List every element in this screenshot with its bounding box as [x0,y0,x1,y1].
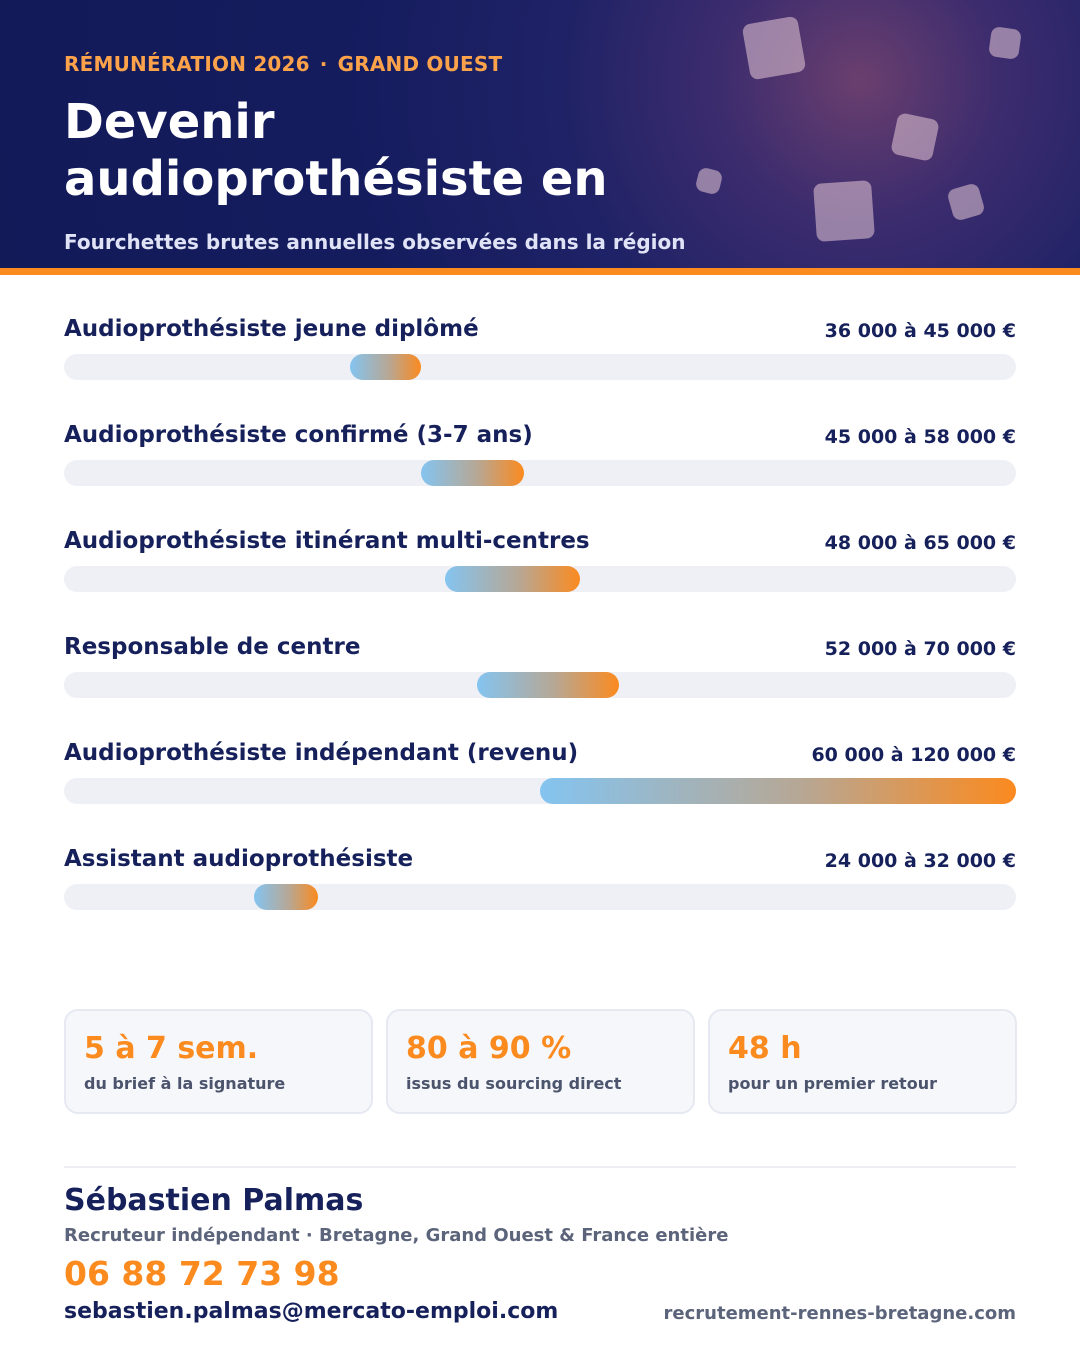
range-row: Audioprothésiste jeune diplômé 36 000 à 4… [64,310,1016,390]
kpi-card: 80 à 90 % issus du sourcing direct [386,1009,695,1114]
range-track [64,778,1016,804]
range-row-label: Audioprothésiste confirmé (3-7 ans) [64,422,533,448]
page-title: Devenir audioprothésiste en [64,94,608,207]
range-row: Responsable de centre 52 000 à 70 000 € [64,628,1016,708]
range-track [64,884,1016,910]
range-row-label: Responsable de centre [64,634,361,660]
range-row-label: Audioprothésiste itinérant multi-centres [64,528,590,554]
header-accent-rule [0,268,1080,275]
kpi-label: pour un premier retour [728,1074,937,1093]
range-row-value: 60 000 à 120 000 € [811,744,1016,766]
kicker-separator: · [319,52,328,76]
range-bar [421,460,525,486]
range-row-value: 45 000 à 58 000 € [824,426,1016,448]
kpi-label: issus du sourcing direct [406,1074,622,1093]
range-bar [444,566,580,592]
range-bar [349,354,421,380]
range-row-label: Audioprothésiste indépendant (revenu) [64,740,579,766]
kpi-card: 48 h pour un premier retour [708,1009,1017,1114]
range-row: Assistant audioprothésiste 24 000 à 32 00… [64,840,1016,920]
kicker: RÉMUNÉRATION 2026 · GRAND OUEST [64,52,502,76]
kicker-region: GRAND OUEST [337,52,503,76]
range-row: Audioprothésiste confirmé (3-7 ans) 45 00… [64,416,1016,496]
range-row-label: Assistant audioprothésiste [64,846,414,872]
range-track [64,460,1016,486]
page-subtitle: Fourchettes brutes annuelles observées d… [64,230,686,254]
kpi-cards: 5 à 7 sem. du brief à la signature 80 à 90… [64,1009,1017,1114]
contact-phone[interactable]: 06 88 72 73 98 [64,1254,340,1293]
kpi-value: 5 à 7 sem. [84,1031,259,1066]
decorative-square [813,180,875,242]
decorative-square [890,112,940,162]
contact-website[interactable]: recrutement-rennes-bretagne.com [663,1303,1016,1324]
range-bar [540,778,1016,804]
kpi-card: 5 à 7 sem. du brief à la signature [64,1009,373,1114]
range-row: Audioprothésiste itinérant multi-centres… [64,522,1016,602]
decorative-square [694,166,724,196]
range-bar [476,672,620,698]
header-banner: RÉMUNÉRATION 2026 · GRAND OUEST Devenir au… [0,0,1080,268]
kpi-value: 80 à 90 % [406,1031,572,1066]
kpi-value: 48 h [728,1031,802,1066]
range-row-value: 48 000 à 65 000 € [824,532,1016,554]
contact-email[interactable]: sebastien.palmas@mercato-emploi.com [64,1299,559,1324]
range-track [64,354,1016,380]
decorative-square [741,15,807,81]
range-row-label: Audioprothésiste jeune diplômé [64,316,479,342]
kicker-topic: RÉMUNÉRATION 2026 [64,52,310,76]
decorative-square [988,26,1022,60]
range-track [64,566,1016,592]
contact-name: Sébastien Palmas [64,1183,364,1218]
contact-role: Recruteur indépendant · Bretagne, Grand … [64,1225,729,1246]
range-row: Audioprothésiste indépendant (revenu) 60 … [64,734,1016,814]
range-row-value: 52 000 à 70 000 € [824,638,1016,660]
range-row-value: 24 000 à 32 000 € [824,850,1016,872]
range-bar [254,884,318,910]
range-track [64,672,1016,698]
footer-divider [64,1166,1016,1168]
range-row-value: 36 000 à 45 000 € [824,320,1016,342]
kpi-label: du brief à la signature [84,1074,286,1093]
decorative-square [946,182,986,222]
